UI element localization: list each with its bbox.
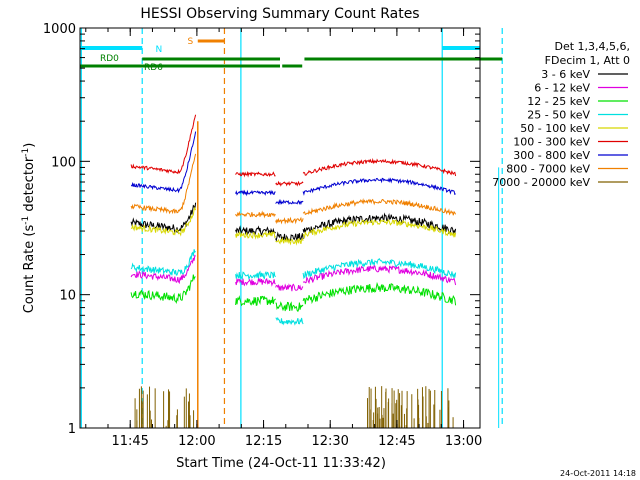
flag-label-rd6: RD6 [144, 63, 163, 73]
series-line-8-segment-b [235, 210, 276, 219]
series-line-3-segment-c [302, 281, 457, 306]
flag-label-n: N [156, 45, 163, 55]
series-line-3-segment-a [130, 274, 196, 305]
y-tick-label: 10 [59, 289, 76, 304]
series-line-5-segment-b [235, 230, 276, 240]
series-line-6-segment-dip [275, 180, 304, 187]
legend-label-8: 800 - 7000 keV [506, 163, 590, 176]
y-axis-label-sup1: -1 [21, 216, 31, 225]
x-axis-label: Start Time (24-Oct-11 11:33:42) [176, 456, 386, 471]
series-line-5-segment-dip [275, 236, 304, 246]
legend-label-1: 3 - 6 keV [541, 68, 590, 81]
x-tick-label: 12:15 [245, 434, 282, 449]
y-axis-label-sup2: -1 [21, 148, 31, 157]
legend-label-3: 12 - 25 keV [527, 95, 590, 108]
series-line-7-segment-dip [275, 199, 304, 206]
y-tick-label: 1000 [43, 22, 76, 37]
footer-timestamp: 24-Oct-2011 14:18 [560, 469, 636, 478]
y-axis-label-mid: detector [22, 156, 37, 216]
legend: Det 1,3,4,5,6, FDecim 1, Att 0 3 - 6 keV… [492, 40, 630, 189]
series-line-8-segment-c [302, 197, 457, 216]
legend-label-5: 50 - 100 keV [520, 122, 590, 135]
series-line-8-segment-dip [275, 216, 304, 225]
series-line-2-segment-b [235, 277, 276, 287]
series-line-1-segment-a [130, 202, 197, 234]
legend-label-7: 300 - 800 keV [513, 149, 590, 162]
series-line-4-segment-c [302, 258, 457, 280]
series-line-7-segment-a [130, 131, 197, 194]
series-line-4-segment-a [130, 249, 196, 276]
flag-label-s: S [188, 37, 194, 47]
series-line-4-segment-b [235, 270, 276, 280]
y-tick-label: 100 [51, 155, 76, 170]
series-line-6-segment-a [130, 114, 197, 175]
series-line-6-segment-b [235, 170, 276, 178]
plot-frame [79, 27, 481, 429]
y-axis: 1 10 100 1000 [43, 22, 480, 437]
flag-label-rd0: RD0 [100, 54, 119, 64]
series-line-2-segment-dip [275, 283, 304, 292]
x-tick-label: 12:45 [378, 434, 415, 449]
y-axis-label: Count Rate (s-1 detector-1) [21, 143, 37, 314]
legend-label-2: 6 - 12 keV [534, 82, 590, 95]
y-axis-label-main: Count Rate (s [22, 225, 37, 314]
x-axis: 11:45 12:00 12:15 12:30 12:45 13:00 [85, 28, 482, 449]
legend-header-1: Det 1,3,4,5,6, [554, 40, 630, 53]
series-line-7-segment-c [302, 177, 456, 196]
series-line-3-segment-b [235, 295, 276, 307]
series-line-7-segment-b [235, 189, 276, 197]
y-tick-label: 1 [68, 422, 76, 437]
series-line-3-segment-dip [275, 301, 304, 313]
legend-header-2: FDecim 1, Att 0 [545, 54, 630, 67]
y-axis-label-end: ) [22, 143, 37, 148]
series-line-2-segment-c [302, 264, 457, 286]
series-line-6-segment-c [302, 157, 457, 177]
series-line-5-segment-c [302, 219, 457, 240]
x-tick-label: 13:00 [445, 434, 482, 449]
legend-label-6: 100 - 300 keV [513, 136, 590, 149]
x-tick-label: 12:00 [178, 434, 215, 449]
x-tick-label: 12:30 [311, 434, 348, 449]
legend-label-9: 7000 - 20000 keV [492, 176, 590, 189]
chart-title: HESSI Observing Summary Count Rates [140, 6, 419, 22]
series-line-5-segment-a [130, 206, 197, 237]
plot-layer: N S RD0 RD6 [80, 28, 503, 428]
series-line-8-segment-a [130, 153, 197, 215]
series-line-1-segment-c [302, 212, 457, 235]
x-tick-label: 11:45 [111, 434, 148, 449]
series-line-2-segment-a [130, 254, 196, 285]
legend-label-4: 25 - 50 keV [527, 109, 590, 122]
series-line-4-segment-dip [275, 316, 304, 326]
